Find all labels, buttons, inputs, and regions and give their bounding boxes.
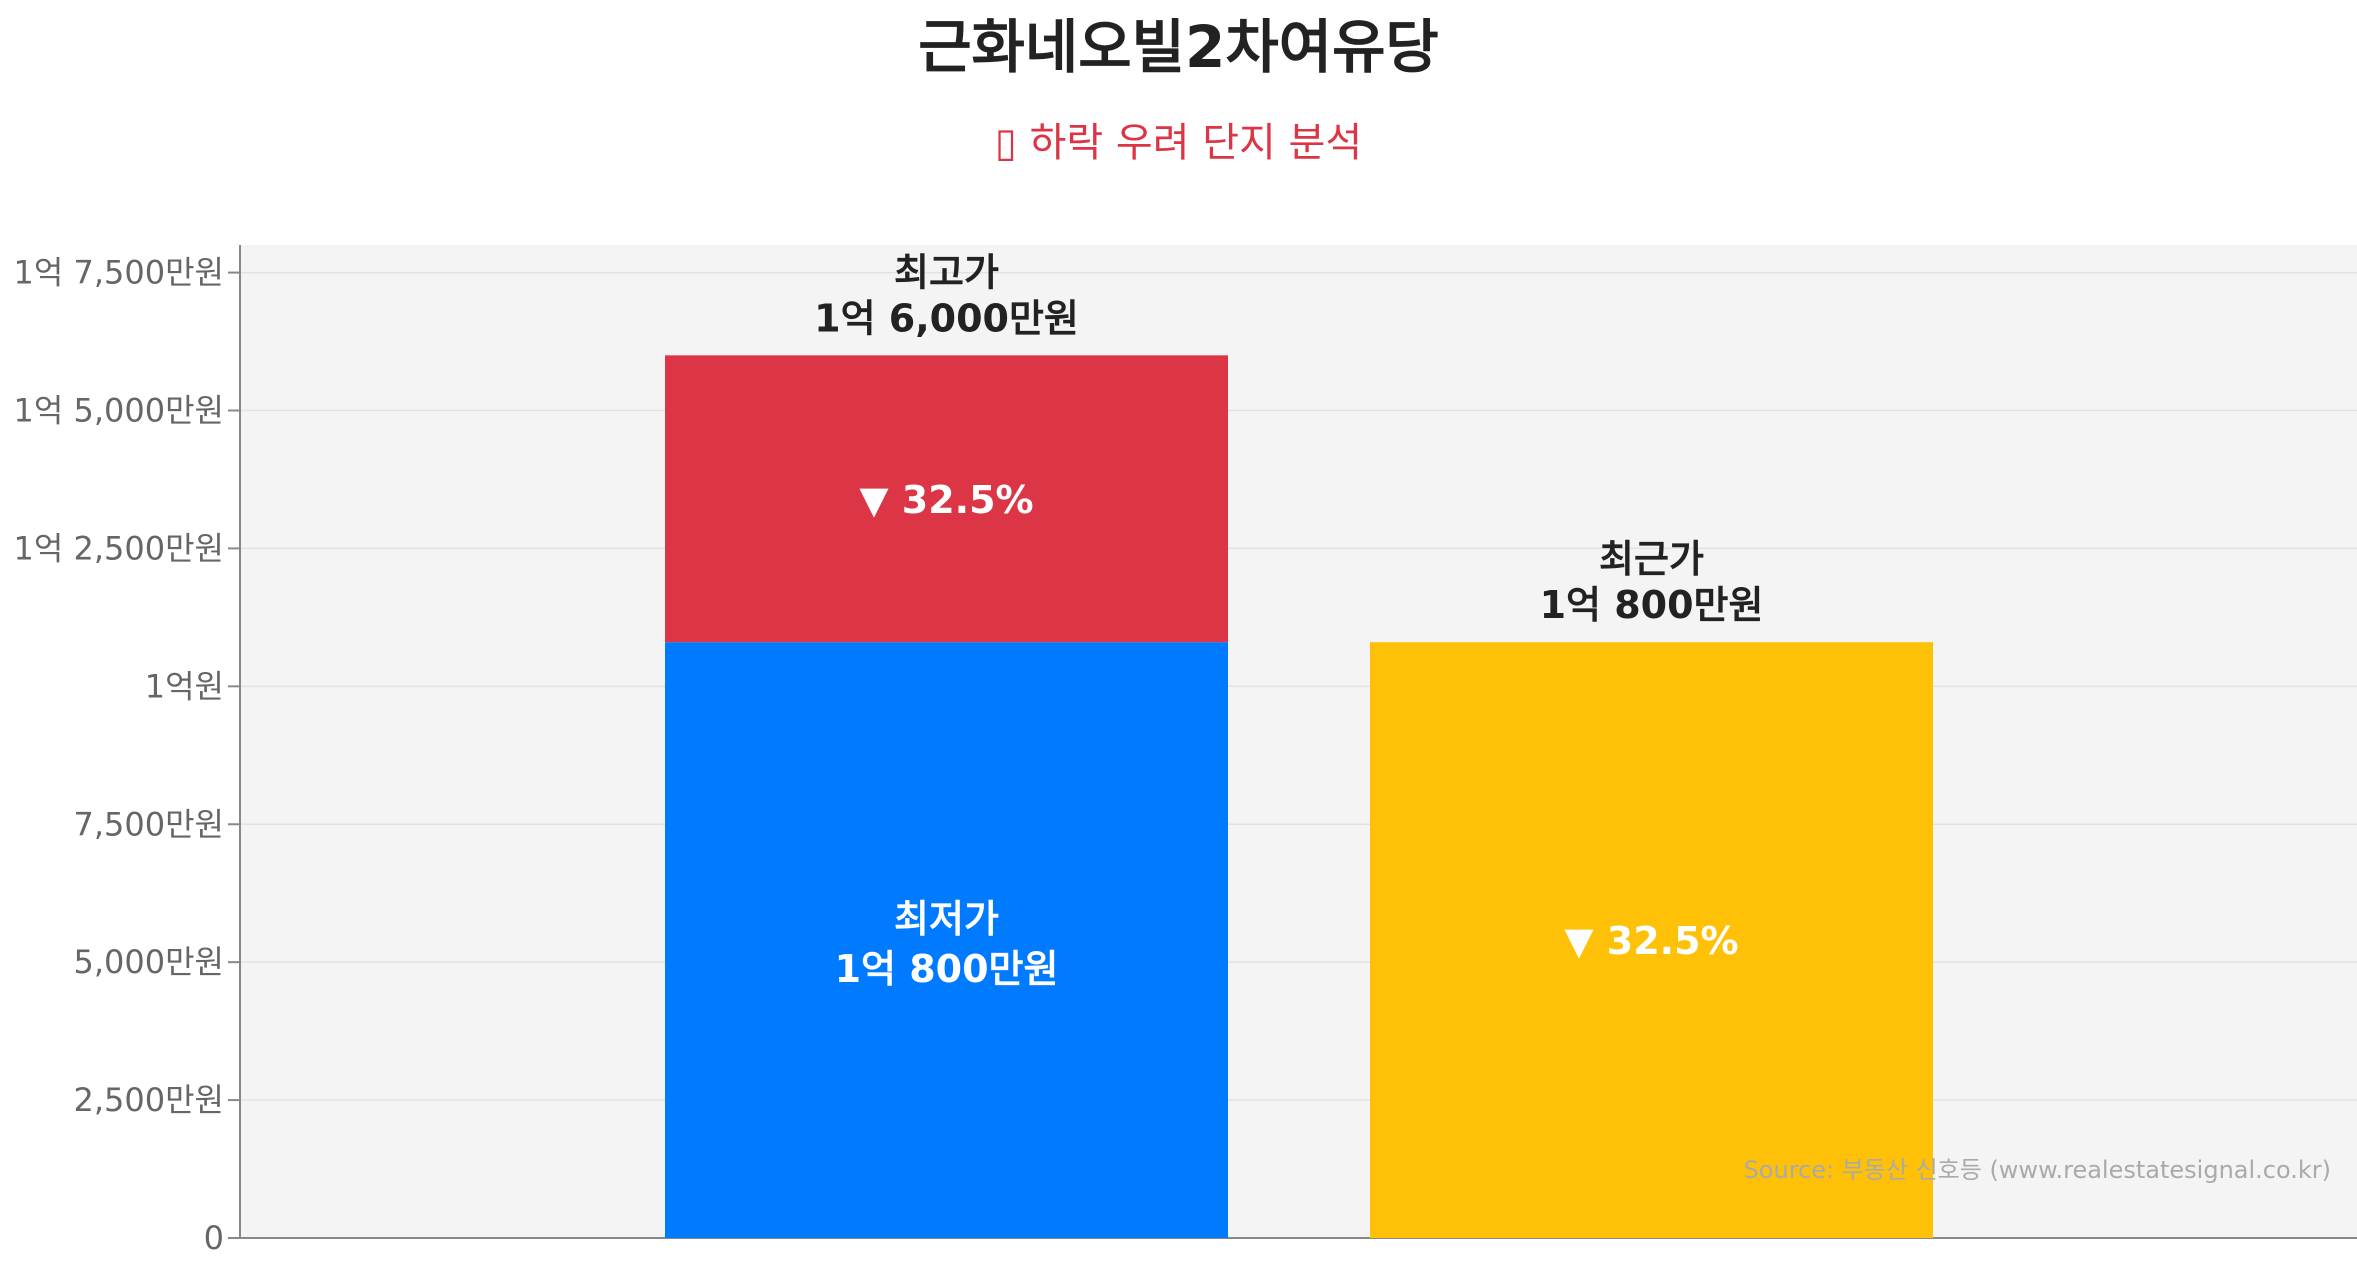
bar-segment <box>1370 642 1933 1238</box>
bar-segment <box>665 355 1228 643</box>
y-tick-label: 2,500만원 <box>74 1081 225 1119</box>
source-note: Source: 부동산 신호등 (www.realestatesignal.co… <box>1743 1156 2331 1184</box>
chart-title: 근화네오빌2차여유당 <box>918 13 1439 81</box>
change-percent-label: ▼ 32.5% <box>859 478 1033 522</box>
chart-subtitle: ▯ 하락 우려 단지 분석 <box>994 120 1363 166</box>
top-value-label: 1억 800만원 <box>1540 583 1764 627</box>
y-tick-label: 1억원 <box>145 667 224 705</box>
y-tick-label: 7,500만원 <box>74 805 225 843</box>
y-tick-label: 1억 2,500만원 <box>14 529 224 567</box>
y-tick-label: 1억 7,500만원 <box>14 254 224 292</box>
change-percent-label: ▼ 32.5% <box>1564 919 1738 963</box>
top-label: 최고가 <box>894 250 999 294</box>
segment-value-label: 1억 800만원 <box>835 947 1059 991</box>
segment-label: 최저가 <box>894 897 999 941</box>
y-tick-label: 0 <box>204 1219 224 1257</box>
top-label: 최근가 <box>1599 537 1704 581</box>
y-tick-label: 5,000만원 <box>74 943 225 981</box>
y-tick-label: 1억 5,000만원 <box>14 392 224 430</box>
bar-segment <box>665 642 1228 1238</box>
plot-area <box>240 245 2357 1238</box>
top-value-label: 1억 6,000만원 <box>814 296 1079 340</box>
